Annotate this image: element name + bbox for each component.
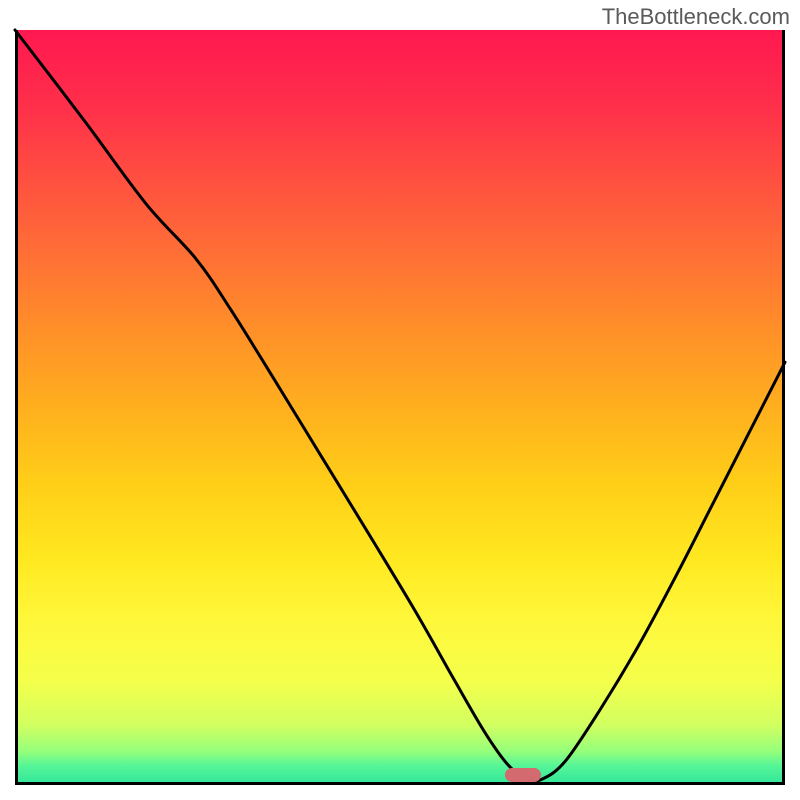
watermark-text: TheBottleneck.com: [602, 4, 790, 30]
bottleneck-chart: TheBottleneck.com: [0, 0, 800, 800]
plot-frame: [15, 30, 785, 785]
optimal-marker: [505, 768, 541, 782]
